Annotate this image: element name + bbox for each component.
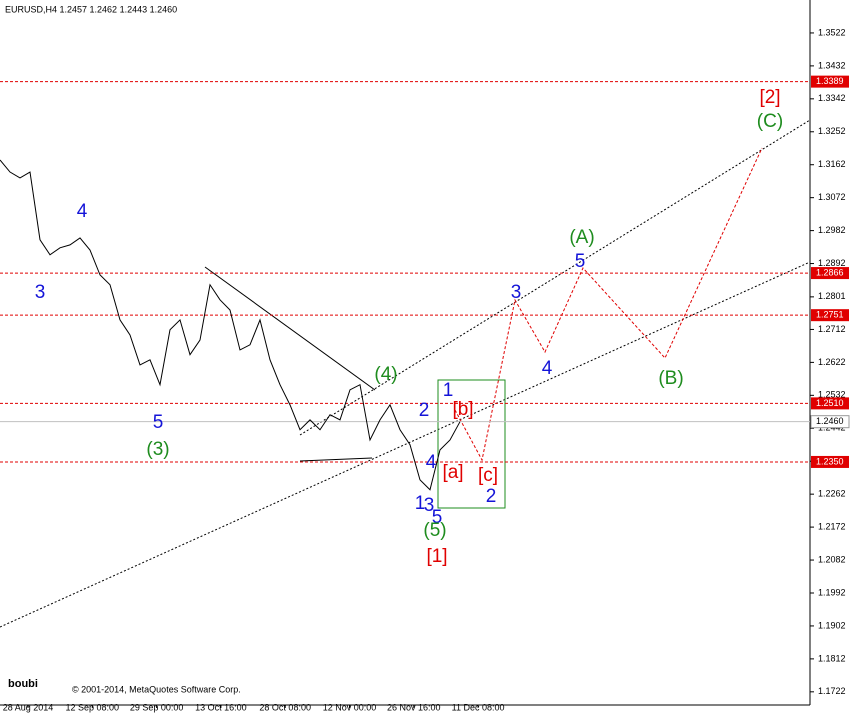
y-tick-label: 1.1722 — [818, 686, 846, 696]
y-tick-label: 1.1812 — [818, 653, 846, 663]
level-box — [811, 455, 849, 468]
y-tick-label: 1.2801 — [818, 291, 846, 301]
x-tick-label: 28 Aug 2014 — [3, 702, 54, 712]
y-tick-label: 1.2712 — [818, 324, 846, 334]
wave-label: 2 — [419, 400, 430, 421]
wave-label: 5 — [575, 251, 586, 272]
price-line — [0, 159, 461, 491]
x-tick-label: 11 Dec 08:00 — [452, 702, 505, 712]
y-tick-label: 1.2532 — [818, 390, 846, 400]
y-tick-label: 1.3432 — [818, 60, 846, 70]
wave-label: [b] — [452, 399, 473, 420]
wave-box — [437, 379, 506, 509]
wave-label: [1] — [426, 546, 447, 567]
wave-label: 2 — [486, 486, 497, 507]
wave-label: 5 — [432, 507, 443, 528]
y-tick-label: 1.2622 — [818, 357, 846, 367]
wave-label: 4 — [542, 358, 553, 379]
projection-path — [454, 147, 763, 462]
level-box — [811, 267, 849, 280]
current-price-label: 1.2460 — [816, 416, 844, 426]
wave-label: (4) — [374, 364, 397, 385]
y-tick-label: 1.2082 — [818, 554, 846, 564]
wave-label: 3 — [424, 495, 435, 516]
y-tick-label: 1.2982 — [818, 225, 846, 235]
x-tick-label: 12 Nov 00:00 — [323, 702, 377, 712]
x-tick-label: 28 Oct 08:00 — [259, 702, 311, 712]
level-label: 1.3389 — [816, 76, 844, 86]
x-tick-label: 29 Sep 00:00 — [130, 702, 184, 712]
copyright: © 2001-2014, MetaQuotes Software Corp. — [72, 684, 241, 694]
current-price-box — [810, 415, 850, 429]
level-box — [811, 309, 849, 322]
x-tick-label: 26 Nov 16:00 — [387, 702, 441, 712]
level-box — [811, 397, 849, 410]
wave-label: (A) — [569, 227, 594, 248]
wave-label: 3 — [35, 282, 46, 303]
wave-label: (B) — [658, 368, 683, 389]
wave-label: 1 — [443, 380, 454, 401]
wave-label: [a] — [442, 462, 463, 483]
wave-label: (5) — [423, 520, 446, 541]
wave-label: 4 — [77, 201, 88, 222]
y-tick-label: 1.3072 — [818, 192, 846, 202]
x-tick-label: 13 Oct 16:00 — [195, 702, 247, 712]
y-tick-label: 1.3162 — [818, 159, 846, 169]
wave-label: (3) — [146, 439, 169, 460]
wave-label: 3 — [511, 282, 522, 303]
wave-label: 5 — [153, 412, 164, 433]
triangle-line — [299, 457, 373, 462]
y-tick-label: 1.3522 — [818, 27, 846, 37]
wave-label: [2] — [759, 87, 780, 108]
y-tick-label: 1.1902 — [818, 620, 846, 630]
y-tick-label: 1.2262 — [818, 489, 846, 499]
chart-title: EURUSD,H4 1.2457 1.2462 1.2443 1.2460 — [5, 4, 177, 14]
channel-line — [0, 261, 811, 628]
level-box — [811, 75, 849, 88]
level-label: 1.2510 — [816, 398, 844, 408]
wave-label: 1 — [415, 493, 426, 514]
level-label: 1.2751 — [816, 310, 844, 320]
triangle-line — [204, 266, 376, 391]
y-tick-label: 1.3342 — [818, 93, 846, 103]
y-tick-label: 1.3252 — [818, 126, 846, 136]
wave-label: (C) — [757, 111, 783, 132]
wave-label: 4 — [426, 452, 437, 473]
x-tick-label: 12 Sep 08:00 — [66, 702, 120, 712]
y-tick-label: 1.2172 — [818, 521, 846, 531]
y-tick-label: 1.1992 — [818, 587, 846, 597]
y-tick-label: 1.2892 — [818, 258, 846, 268]
wave-label: [c] — [478, 465, 498, 486]
level-label: 1.2350 — [816, 456, 844, 466]
level-label: 1.2866 — [816, 267, 844, 277]
watermark: boubi — [8, 678, 38, 690]
